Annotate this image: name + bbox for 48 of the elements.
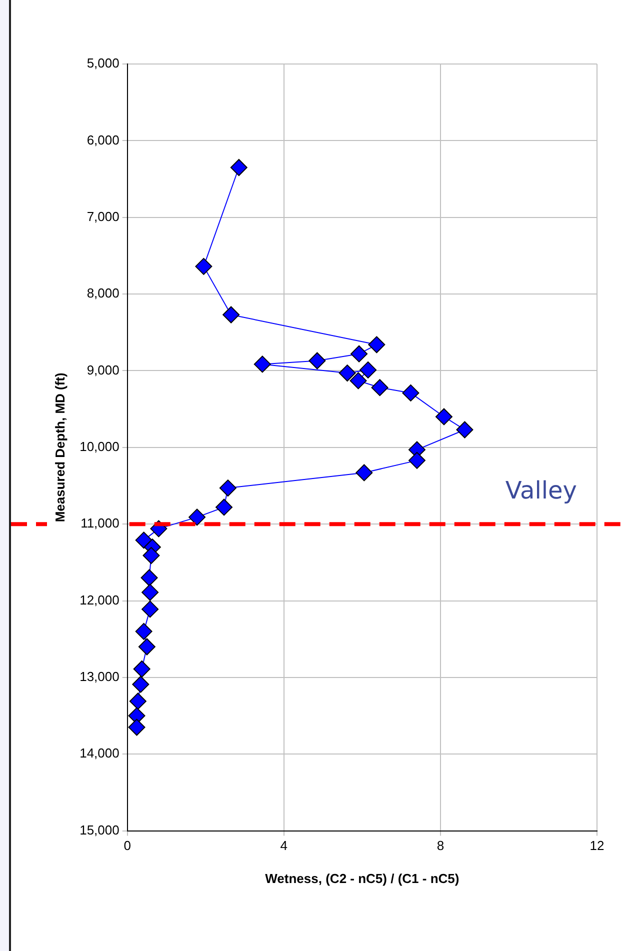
point [356, 464, 373, 482]
point [142, 547, 160, 564]
point [128, 718, 146, 736]
y-tick-label: 9,000 [86, 362, 120, 378]
point [230, 159, 248, 176]
point [368, 336, 386, 354]
y-tick-label: 15,000 [80, 822, 120, 838]
point [360, 361, 377, 378]
point [222, 306, 240, 324]
y-axis-title: Measured Depth, MD (ft) [52, 372, 68, 522]
point [129, 692, 146, 710]
point [254, 356, 271, 373]
point [408, 452, 426, 469]
x-axis-title: Wetness, (C2 - nC5) / (C1 - nC5) [265, 870, 460, 886]
x-tick-label: 8 [436, 838, 444, 854]
x-tick-label: 4 [280, 838, 288, 854]
point [350, 345, 368, 362]
point [371, 379, 388, 396]
y-tick-label: 14,000 [80, 746, 120, 761]
y-tick-label: 8,000 [86, 286, 120, 301]
y-tick-label: 11,000 [80, 516, 120, 531]
point [140, 569, 158, 586]
point [142, 600, 159, 618]
y-tick-label: 10,000 [80, 438, 120, 454]
point [132, 676, 150, 693]
point [135, 532, 152, 549]
point [350, 372, 367, 390]
y-tick-label: 12,000 [80, 592, 120, 608]
point [219, 480, 236, 497]
point [456, 421, 474, 438]
x-tick-label: 12 [590, 838, 604, 854]
point [338, 364, 356, 382]
y-tick-label: 5,000 [86, 56, 120, 71]
x-tick-label: 0 [124, 838, 131, 854]
point [216, 498, 233, 516]
point [135, 622, 152, 640]
ref-line-label: Valley [505, 476, 578, 504]
point [133, 660, 150, 678]
point [435, 408, 452, 426]
y-tick-label: 13,000 [80, 669, 120, 684]
point [402, 384, 420, 402]
point [195, 258, 212, 275]
y-tick-label: 7,000 [86, 208, 120, 224]
point [188, 508, 206, 526]
point [138, 638, 156, 656]
point [308, 352, 326, 370]
point [142, 584, 159, 601]
y-tick-label: 6,000 [86, 132, 120, 148]
